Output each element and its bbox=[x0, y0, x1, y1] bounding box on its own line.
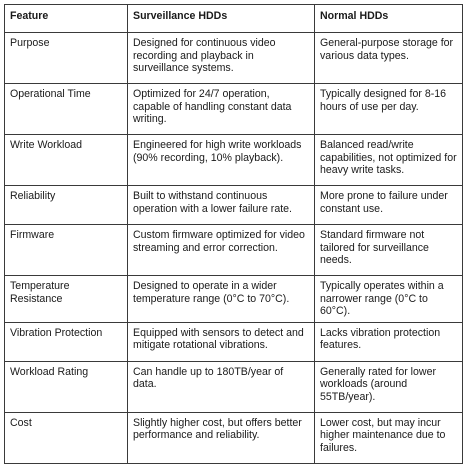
table-row: Workload Rating Can handle up to 180TB/y… bbox=[4, 360, 463, 413]
surveillance-cell: Slightly higher cost, but offers better … bbox=[127, 411, 315, 464]
surveillance-cell: Custom firmware optimized for video stre… bbox=[127, 224, 315, 276]
feature-cell: Firmware bbox=[4, 224, 128, 276]
feature-cell: Operational Time bbox=[4, 83, 128, 135]
surveillance-cell: Can handle up to 180TB/year of data. bbox=[127, 360, 315, 413]
surveillance-cell: Optimized for 24/7 operation, capable of… bbox=[127, 83, 315, 135]
normal-cell: Typically operates within a narrower ran… bbox=[314, 275, 463, 323]
surveillance-cell: Engineered for high write workloads (90%… bbox=[127, 134, 315, 186]
feature-cell: Cost bbox=[4, 411, 128, 464]
feature-cell: Workload Rating bbox=[4, 360, 128, 413]
table-row: Cost Slightly higher cost, but offers be… bbox=[4, 411, 463, 464]
feature-cell: Write Workload bbox=[4, 134, 128, 186]
table-row: Write Workload Engineered for high write… bbox=[4, 134, 463, 186]
comparison-table-container: Feature Surveillance HDDs Normal HDDs Pu… bbox=[4, 4, 463, 464]
surveillance-cell: Designed to operate in a wider temperatu… bbox=[127, 275, 315, 323]
normal-cell: More prone to failure under constant use… bbox=[314, 185, 463, 225]
surveillance-cell: Built to withstand continuous operation … bbox=[127, 185, 315, 225]
feature-cell: Vibration Protection bbox=[4, 321, 128, 362]
table-row: Vibration Protection Equipped with senso… bbox=[4, 321, 463, 362]
feature-cell: Purpose bbox=[4, 32, 128, 84]
normal-cell: General-purpose storage for various data… bbox=[314, 32, 463, 84]
table-row: Operational Time Optimized for 24/7 oper… bbox=[4, 83, 463, 135]
normal-cell: Lower cost, but may incur higher mainten… bbox=[314, 411, 463, 464]
header-surveillance-hdds: Surveillance HDDs bbox=[127, 4, 315, 33]
feature-cell: Temperature Resistance bbox=[4, 275, 128, 323]
feature-cell: Reliability bbox=[4, 185, 128, 225]
normal-cell: Generally rated for lower workloads (aro… bbox=[314, 360, 463, 413]
table-row: Reliability Built to withstand continuou… bbox=[4, 185, 463, 225]
table-row: Firmware Custom firmware optimized for v… bbox=[4, 224, 463, 276]
header-normal-hdds: Normal HDDs bbox=[314, 4, 463, 33]
header-row: Feature Surveillance HDDs Normal HDDs bbox=[4, 4, 463, 33]
comparison-table: Feature Surveillance HDDs Normal HDDs Pu… bbox=[4, 4, 463, 464]
table-row: Purpose Designed for continuous video re… bbox=[4, 32, 463, 84]
normal-cell: Standard firmware not tailored for surve… bbox=[314, 224, 463, 276]
normal-cell: Lacks vibration protection features. bbox=[314, 321, 463, 362]
table-row: Temperature Resistance Designed to opera… bbox=[4, 275, 463, 323]
normal-cell: Typically designed for 8-16 hours of use… bbox=[314, 83, 463, 135]
header-feature: Feature bbox=[4, 4, 128, 33]
normal-cell: Balanced read/write capabilities, not op… bbox=[314, 134, 463, 186]
surveillance-cell: Designed for continuous video recording … bbox=[127, 32, 315, 84]
surveillance-cell: Equipped with sensors to detect and miti… bbox=[127, 321, 315, 362]
